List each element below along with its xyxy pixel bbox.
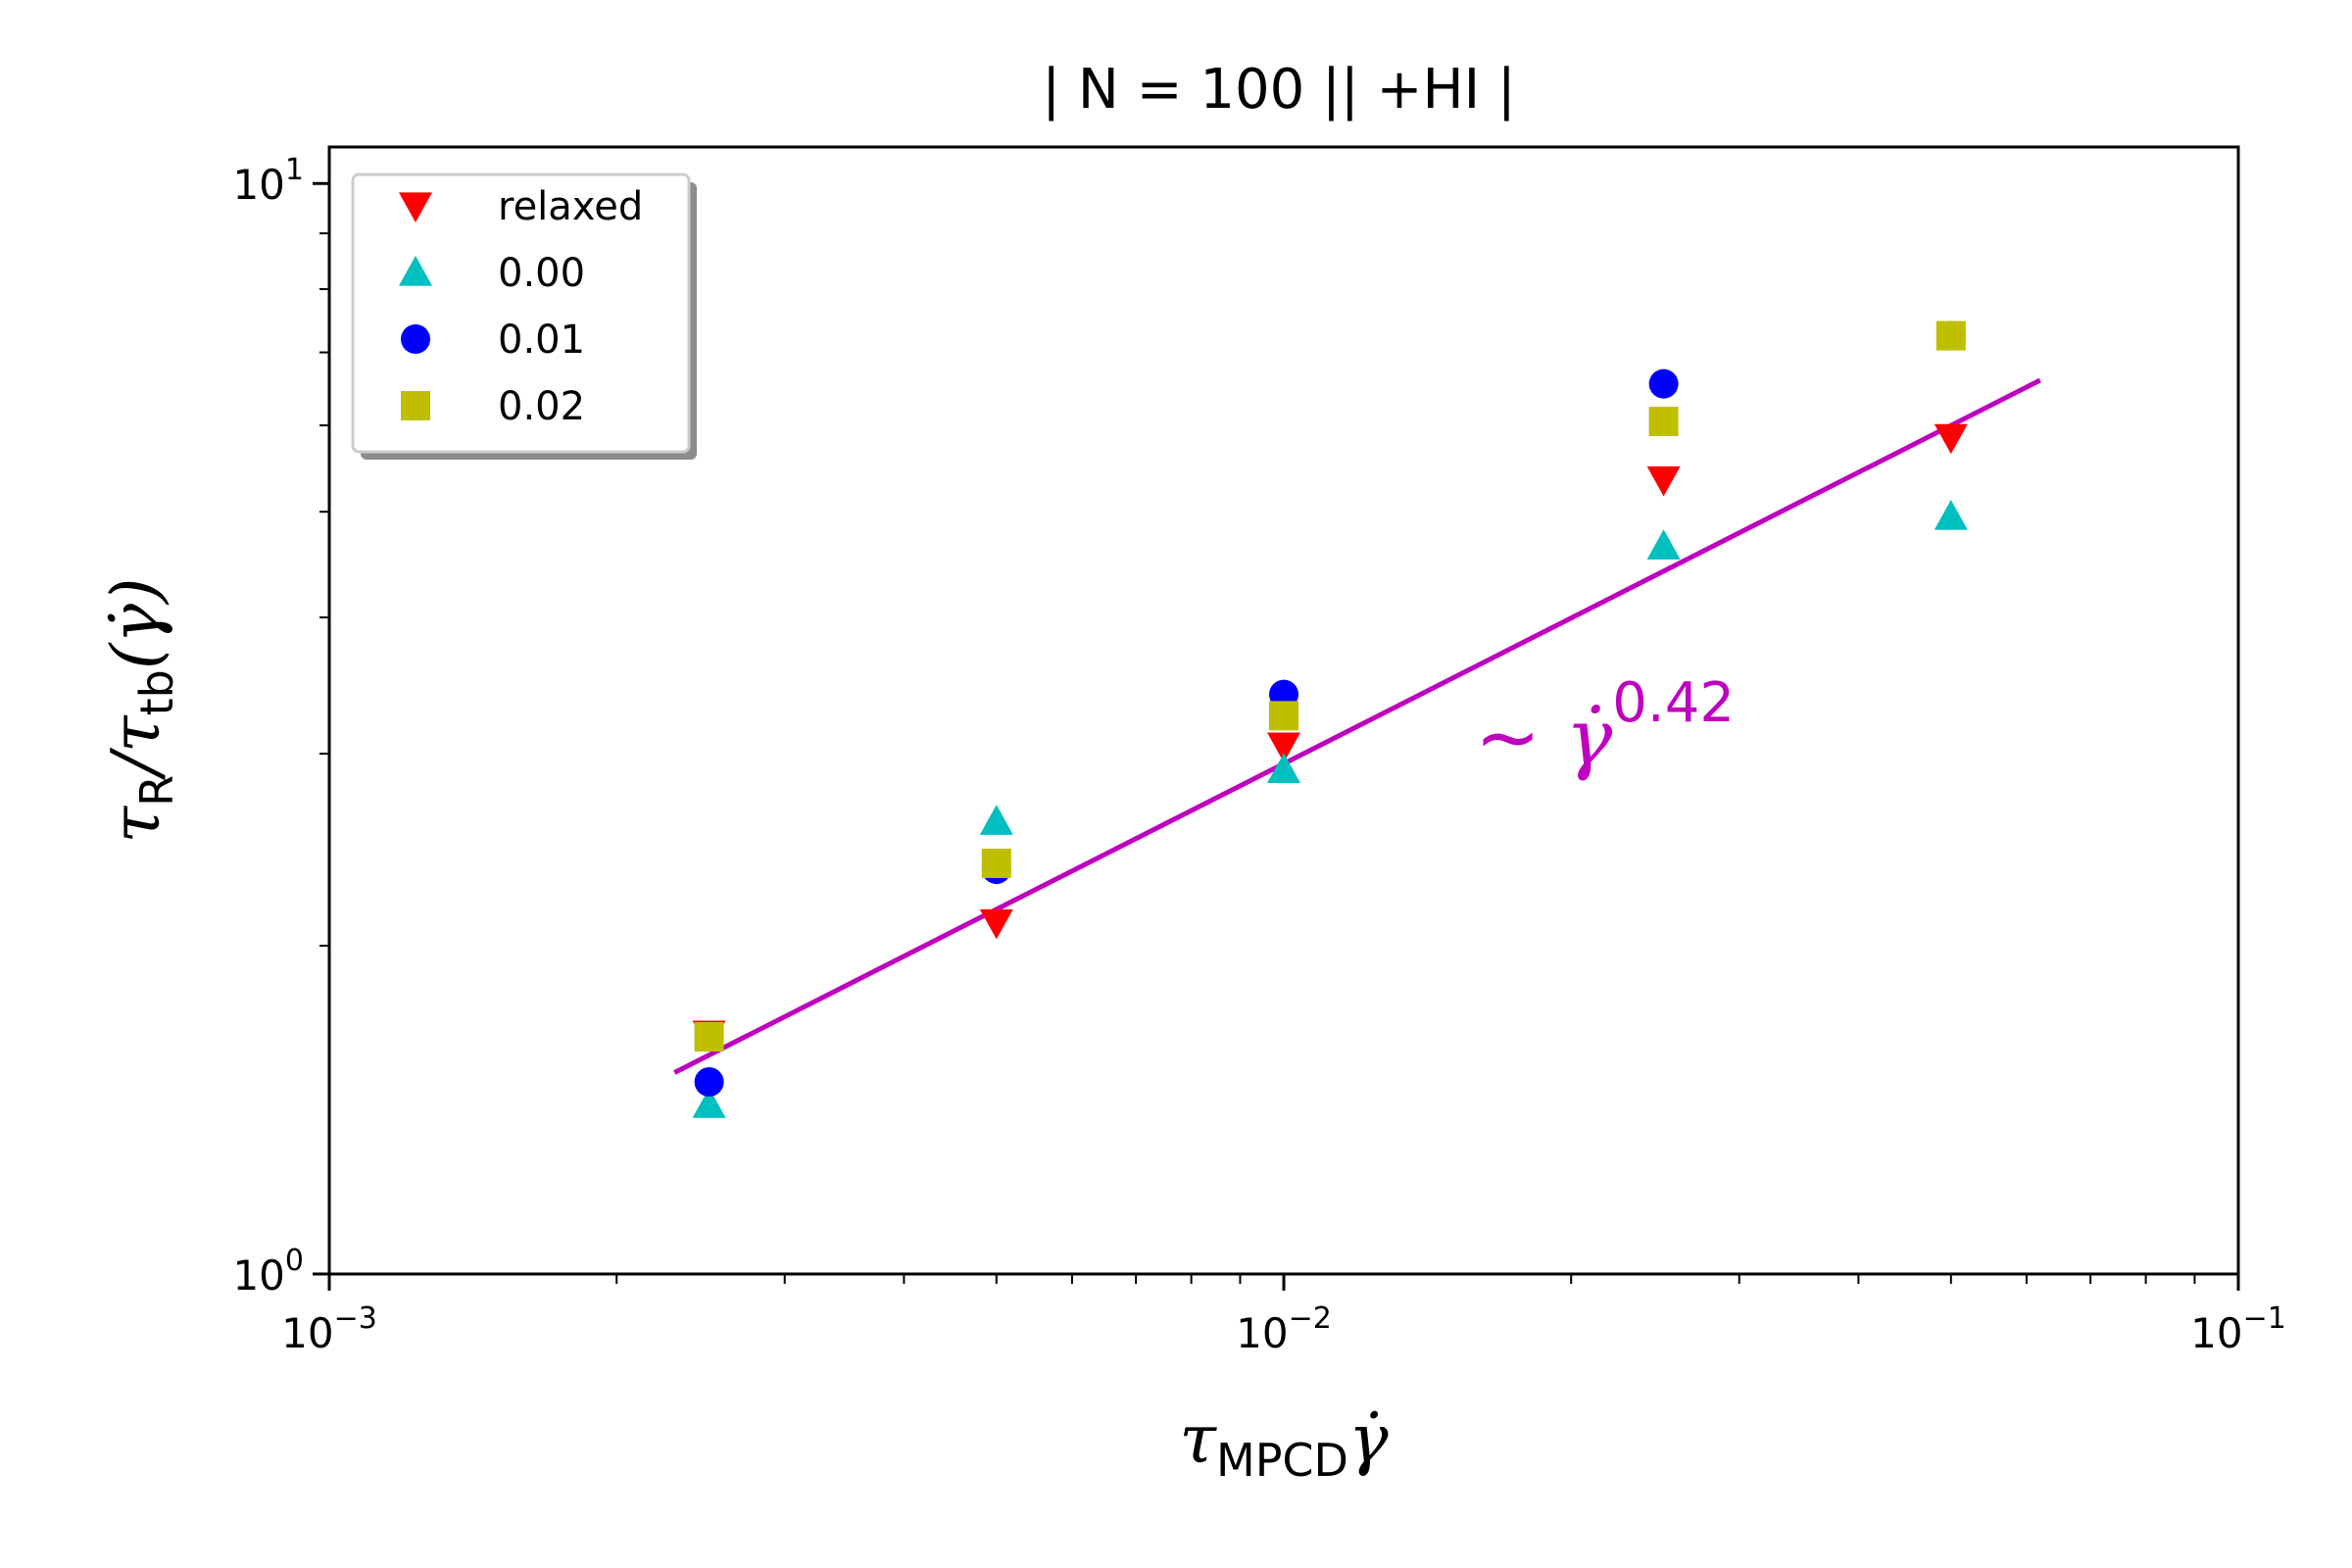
fit-layer xyxy=(673,377,2041,1075)
fit-line xyxy=(673,377,2041,1075)
series-1 xyxy=(692,500,1968,1118)
data-point xyxy=(1267,753,1300,784)
data-point xyxy=(979,908,1013,940)
x-label-sub: MPCD xyxy=(1216,1434,1348,1487)
y-minor-ticks xyxy=(319,232,329,948)
data-point xyxy=(981,848,1011,878)
data-point xyxy=(1646,529,1681,560)
x-label-gamma: γ̇ xyxy=(1348,1401,1389,1479)
x-axis-label: τMPCDγ̇ xyxy=(1179,1401,1389,1487)
legend-label: relaxed xyxy=(498,184,643,229)
data-point xyxy=(694,1021,724,1052)
data-point xyxy=(1934,423,1968,455)
y-tick-label: 101 xyxy=(232,153,304,209)
data-point xyxy=(1936,320,1966,351)
y-label-sub-r: R xyxy=(130,775,183,807)
data-point xyxy=(1648,368,1679,399)
annotation-symbol: γ̇ xyxy=(1565,692,1612,783)
series-3 xyxy=(694,320,1966,1052)
marks-layer xyxy=(692,320,1968,1118)
y-label-slash-tau: /τ xyxy=(98,714,175,781)
data-point xyxy=(694,1067,724,1098)
legend-marker xyxy=(401,391,430,420)
x-tick-label: 10−3 xyxy=(281,1301,377,1357)
chart-title: | N = 100 || +HI | xyxy=(1042,58,1516,122)
y-label-sub-tb: tb xyxy=(130,669,183,715)
data-point xyxy=(692,1088,726,1118)
data-point xyxy=(1646,466,1681,497)
legend-marker xyxy=(401,324,430,354)
y-axis-label: τR/τtb(γ̇) xyxy=(98,577,183,843)
legend-items: relaxed 0.00 0.01 0.02 xyxy=(399,184,643,429)
y-tick-label: 100 xyxy=(232,1244,304,1299)
data-point xyxy=(1648,407,1679,437)
data-point xyxy=(1267,732,1300,763)
legend-label: 0.02 xyxy=(498,384,585,429)
data-point xyxy=(1269,701,1298,731)
legend-box xyxy=(351,172,691,454)
y-tick-labels: 100 101 xyxy=(232,153,304,1299)
legend-marker xyxy=(399,192,432,222)
x-minor-ticks xyxy=(615,1274,2196,1284)
annotation-prefix: ~ xyxy=(1475,692,1565,783)
data-point xyxy=(1934,500,1968,530)
legend-marker xyxy=(399,256,432,286)
x-major-ticks xyxy=(327,1274,2240,1291)
fit-annotation: ~ γ̇0.42 xyxy=(1475,671,1735,783)
y-major-ticks xyxy=(313,181,329,1276)
x-tick-label: 10−2 xyxy=(1236,1301,1332,1357)
x-label-tau: τ xyxy=(1179,1401,1217,1479)
y-label-tau: τ xyxy=(98,806,175,844)
y-label-gamma: (γ̇) xyxy=(98,577,175,669)
x-tick-labels: 10−3 10−2 10−1 xyxy=(281,1301,2286,1357)
legend-label: 0.01 xyxy=(498,318,585,363)
data-point xyxy=(979,805,1013,835)
legend: relaxed 0.00 0.01 0.02 xyxy=(351,172,697,460)
x-tick-label: 10−1 xyxy=(2190,1301,2286,1357)
legend-label: 0.00 xyxy=(498,251,585,296)
annotation-exponent: 0.42 xyxy=(1612,671,1735,735)
